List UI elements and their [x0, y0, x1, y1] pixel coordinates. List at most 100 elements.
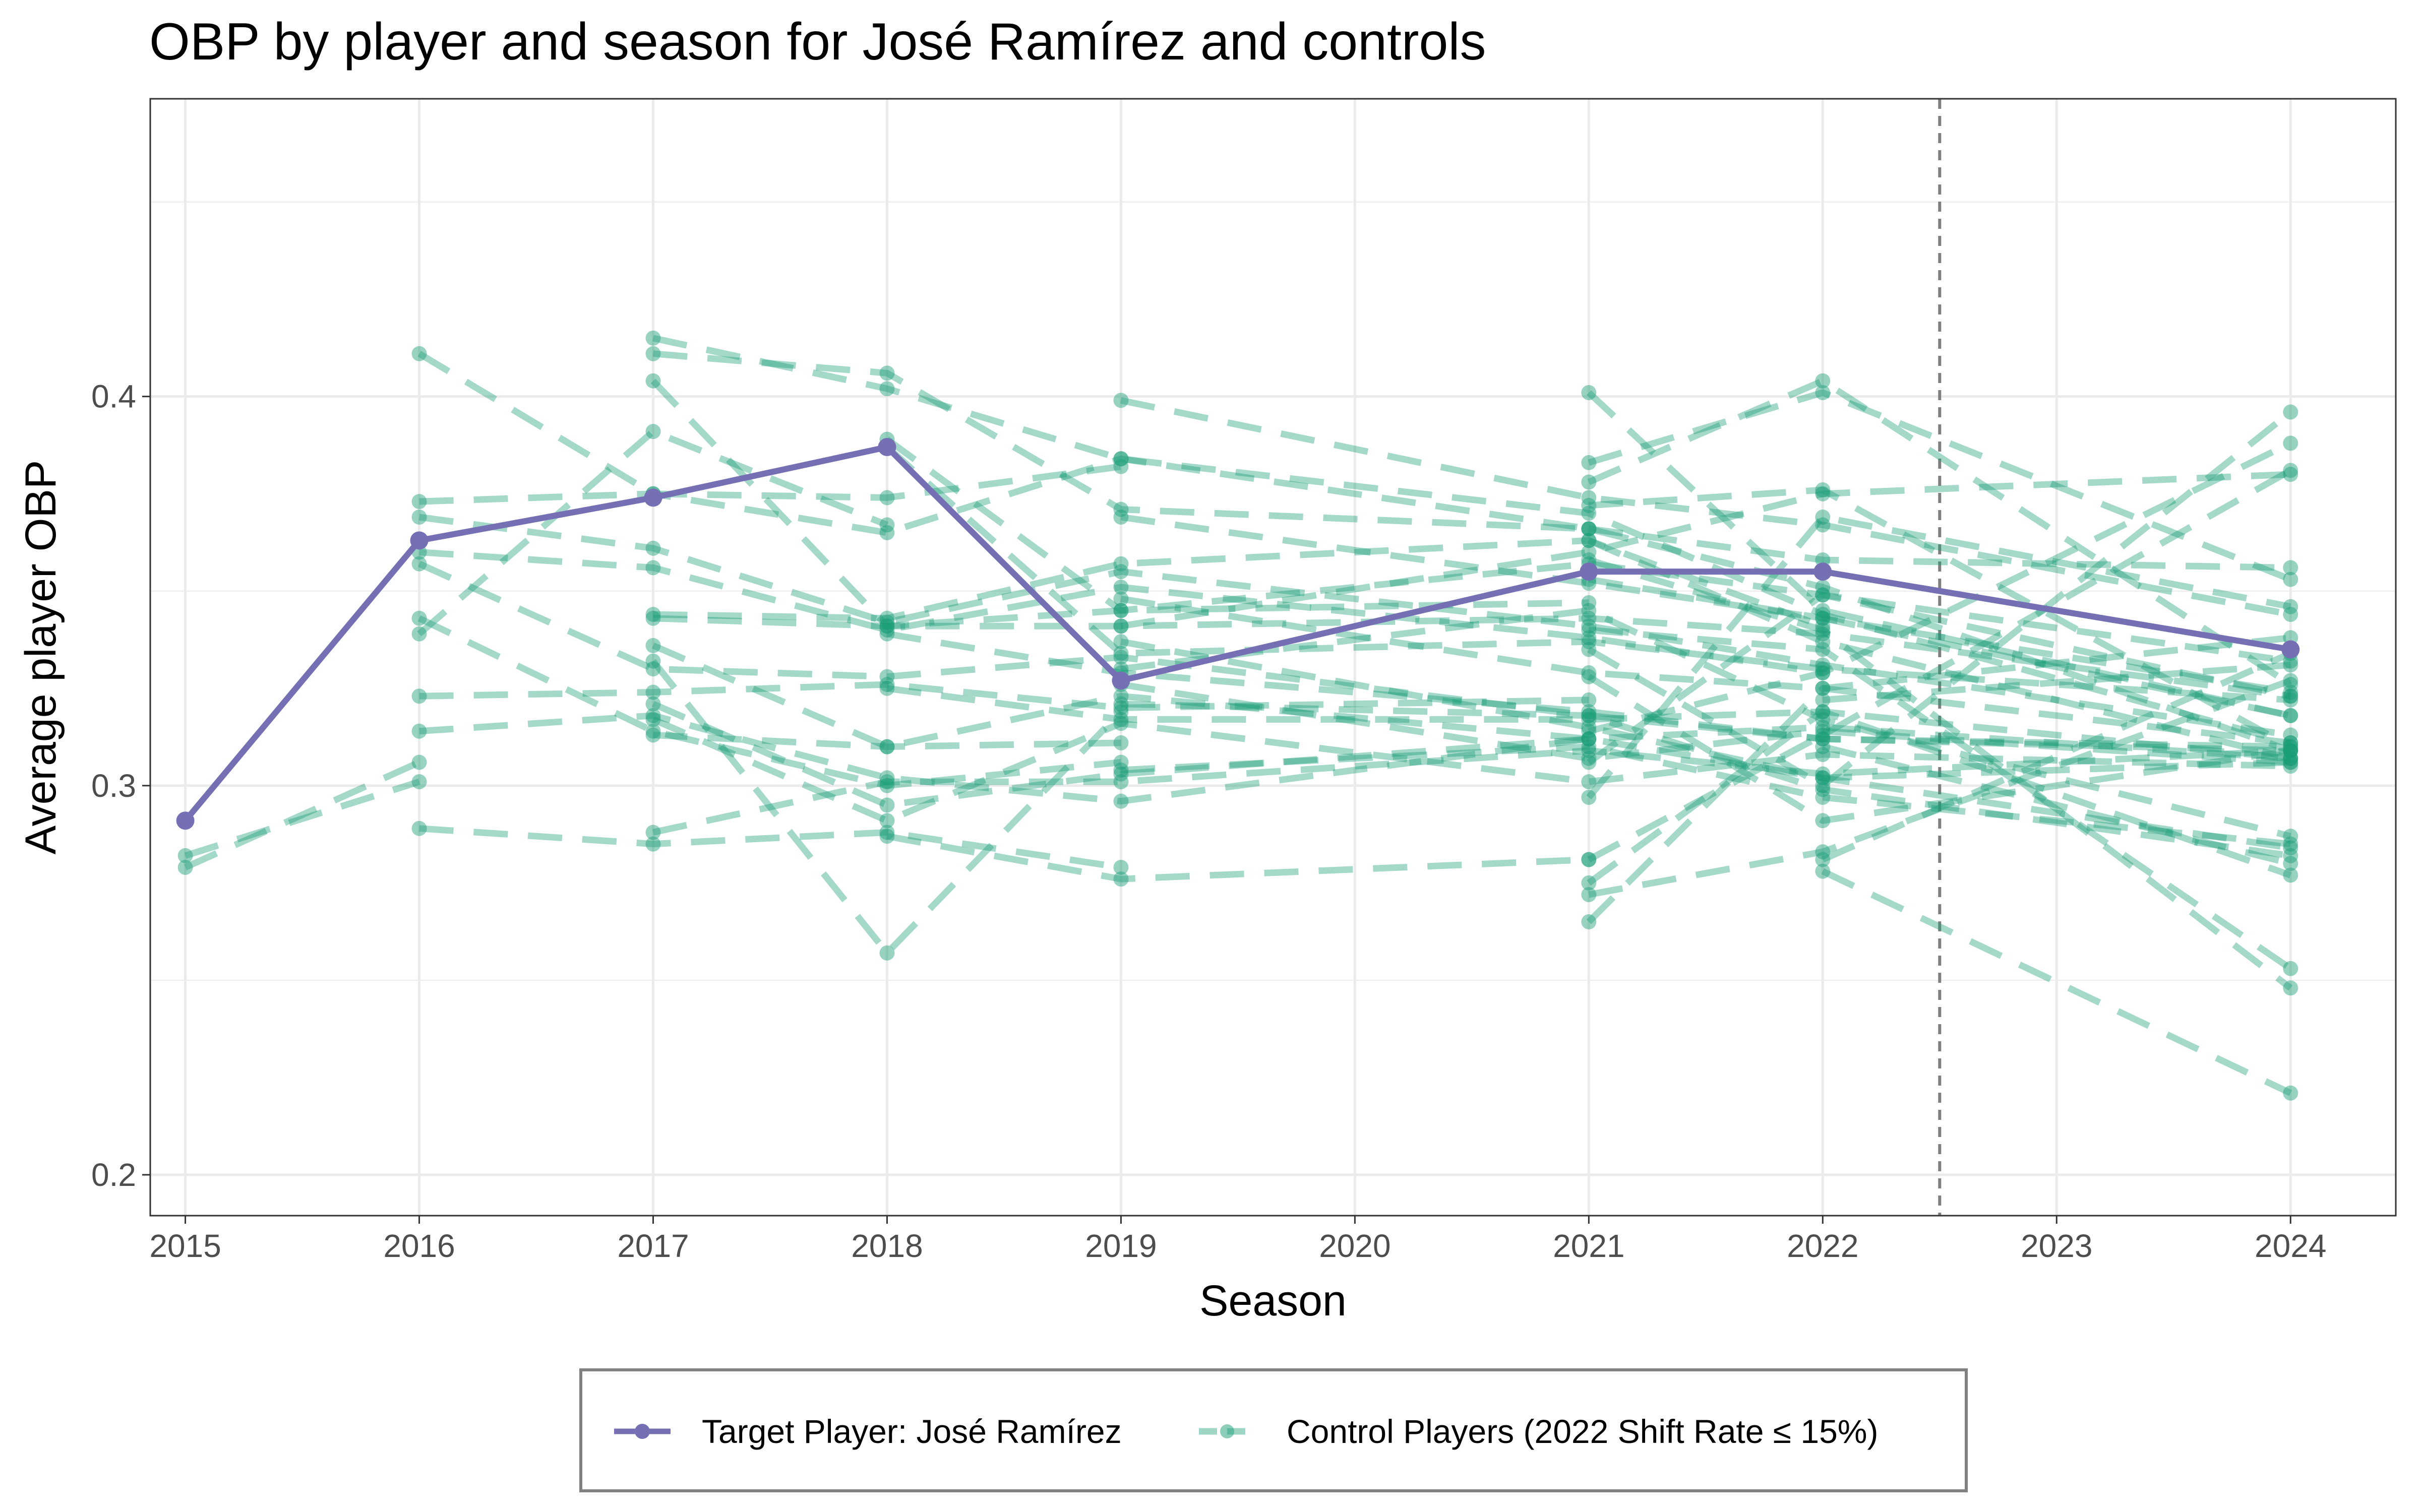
control-point	[879, 677, 895, 692]
control-point	[1581, 455, 1597, 470]
control-series-line	[650, 659, 1124, 957]
control-point	[2283, 435, 2298, 451]
control-series-line	[885, 436, 2291, 700]
control-point	[1815, 680, 1831, 696]
control-point	[2283, 692, 2298, 708]
control-point	[1581, 603, 1597, 618]
control-point	[1581, 474, 1597, 490]
control-point	[879, 778, 895, 793]
control-point	[879, 825, 895, 840]
control-point	[2283, 684, 2298, 700]
control-point	[2283, 836, 2298, 852]
control-point	[177, 859, 193, 875]
control-point	[1581, 719, 1597, 735]
control-series-line	[1587, 592, 2291, 765]
control-point	[2283, 1085, 2298, 1101]
control-point	[2283, 739, 2298, 754]
control-series-line	[1121, 701, 2291, 859]
control-point	[645, 346, 661, 361]
control-point	[1815, 704, 1831, 720]
control-series-line	[1821, 868, 2292, 1096]
control-point	[1581, 708, 1597, 723]
control-point	[1113, 650, 1129, 665]
target-point	[1580, 562, 1598, 581]
control-point	[2283, 727, 2298, 743]
control-series-line	[651, 701, 2291, 808]
control-point	[1581, 774, 1597, 790]
control-series-line	[184, 778, 420, 859]
control-series-line	[1120, 681, 2291, 766]
control-point	[879, 610, 895, 626]
control-point	[1113, 591, 1129, 607]
control-point	[645, 825, 661, 840]
control-point	[2283, 560, 2298, 576]
control-series-line	[1120, 595, 2291, 746]
control-point	[1815, 782, 1831, 797]
control-series-line	[652, 747, 2291, 836]
control-point	[1581, 731, 1597, 747]
control-point	[1581, 595, 1597, 610]
control-point	[1113, 700, 1129, 716]
control-point	[1113, 451, 1129, 467]
control-point	[1581, 731, 1597, 747]
control-point	[1815, 517, 1831, 533]
control-point	[645, 836, 661, 852]
control-point	[2283, 404, 2298, 420]
control-series-line	[1588, 486, 2292, 750]
control-series-line	[885, 445, 2291, 704]
control-point	[1815, 747, 1831, 763]
control-point	[2283, 739, 2298, 754]
target-point	[410, 531, 429, 550]
control-series-line	[417, 351, 1122, 501]
control-point	[645, 330, 661, 346]
control-point	[1581, 622, 1597, 638]
control-point	[1113, 688, 1129, 704]
control-point	[1581, 642, 1597, 657]
control-point	[879, 622, 895, 638]
control-point	[2283, 708, 2298, 723]
control-point	[879, 813, 895, 829]
control-point	[879, 945, 895, 961]
control-point	[1815, 486, 1831, 501]
control-point	[2283, 759, 2298, 774]
control-point	[879, 517, 895, 533]
control-series-line	[886, 833, 1589, 883]
control-point	[645, 712, 661, 727]
x-tick-label: 2023	[2021, 1228, 2092, 1264]
control-point	[1113, 393, 1129, 408]
legend-label-control: Control Players (2022 Shift Rate ≤ 15%)	[1287, 1413, 1878, 1450]
control-point	[1581, 630, 1597, 646]
control-point	[1815, 723, 1831, 739]
control-point	[1815, 731, 1831, 747]
control-point	[2283, 467, 2298, 482]
control-point	[645, 610, 661, 626]
control-point	[1581, 521, 1597, 537]
control-series-line	[886, 685, 2291, 762]
control-point	[1581, 497, 1597, 513]
target-series-group	[176, 438, 2300, 830]
control-point	[1815, 852, 1831, 867]
control-point	[1581, 852, 1597, 867]
control-point	[411, 821, 427, 836]
control-series-line	[419, 825, 1122, 871]
control-point	[2283, 750, 2298, 766]
control-series-line	[1587, 409, 2293, 789]
control-point	[1815, 692, 1831, 708]
control-point	[411, 754, 427, 770]
control-point	[1815, 665, 1831, 680]
control-point	[411, 510, 427, 525]
control-point	[645, 638, 661, 653]
control-point	[2283, 856, 2298, 871]
control-point	[2283, 754, 2298, 770]
control-point	[411, 626, 427, 642]
control-point	[879, 525, 895, 540]
control-point	[411, 556, 427, 572]
control-point	[2283, 708, 2298, 723]
control-point	[1581, 739, 1597, 754]
x-tick-label: 2015	[149, 1228, 221, 1264]
control-point	[2283, 673, 2298, 688]
control-point	[2283, 735, 2298, 750]
control-point	[411, 494, 427, 510]
